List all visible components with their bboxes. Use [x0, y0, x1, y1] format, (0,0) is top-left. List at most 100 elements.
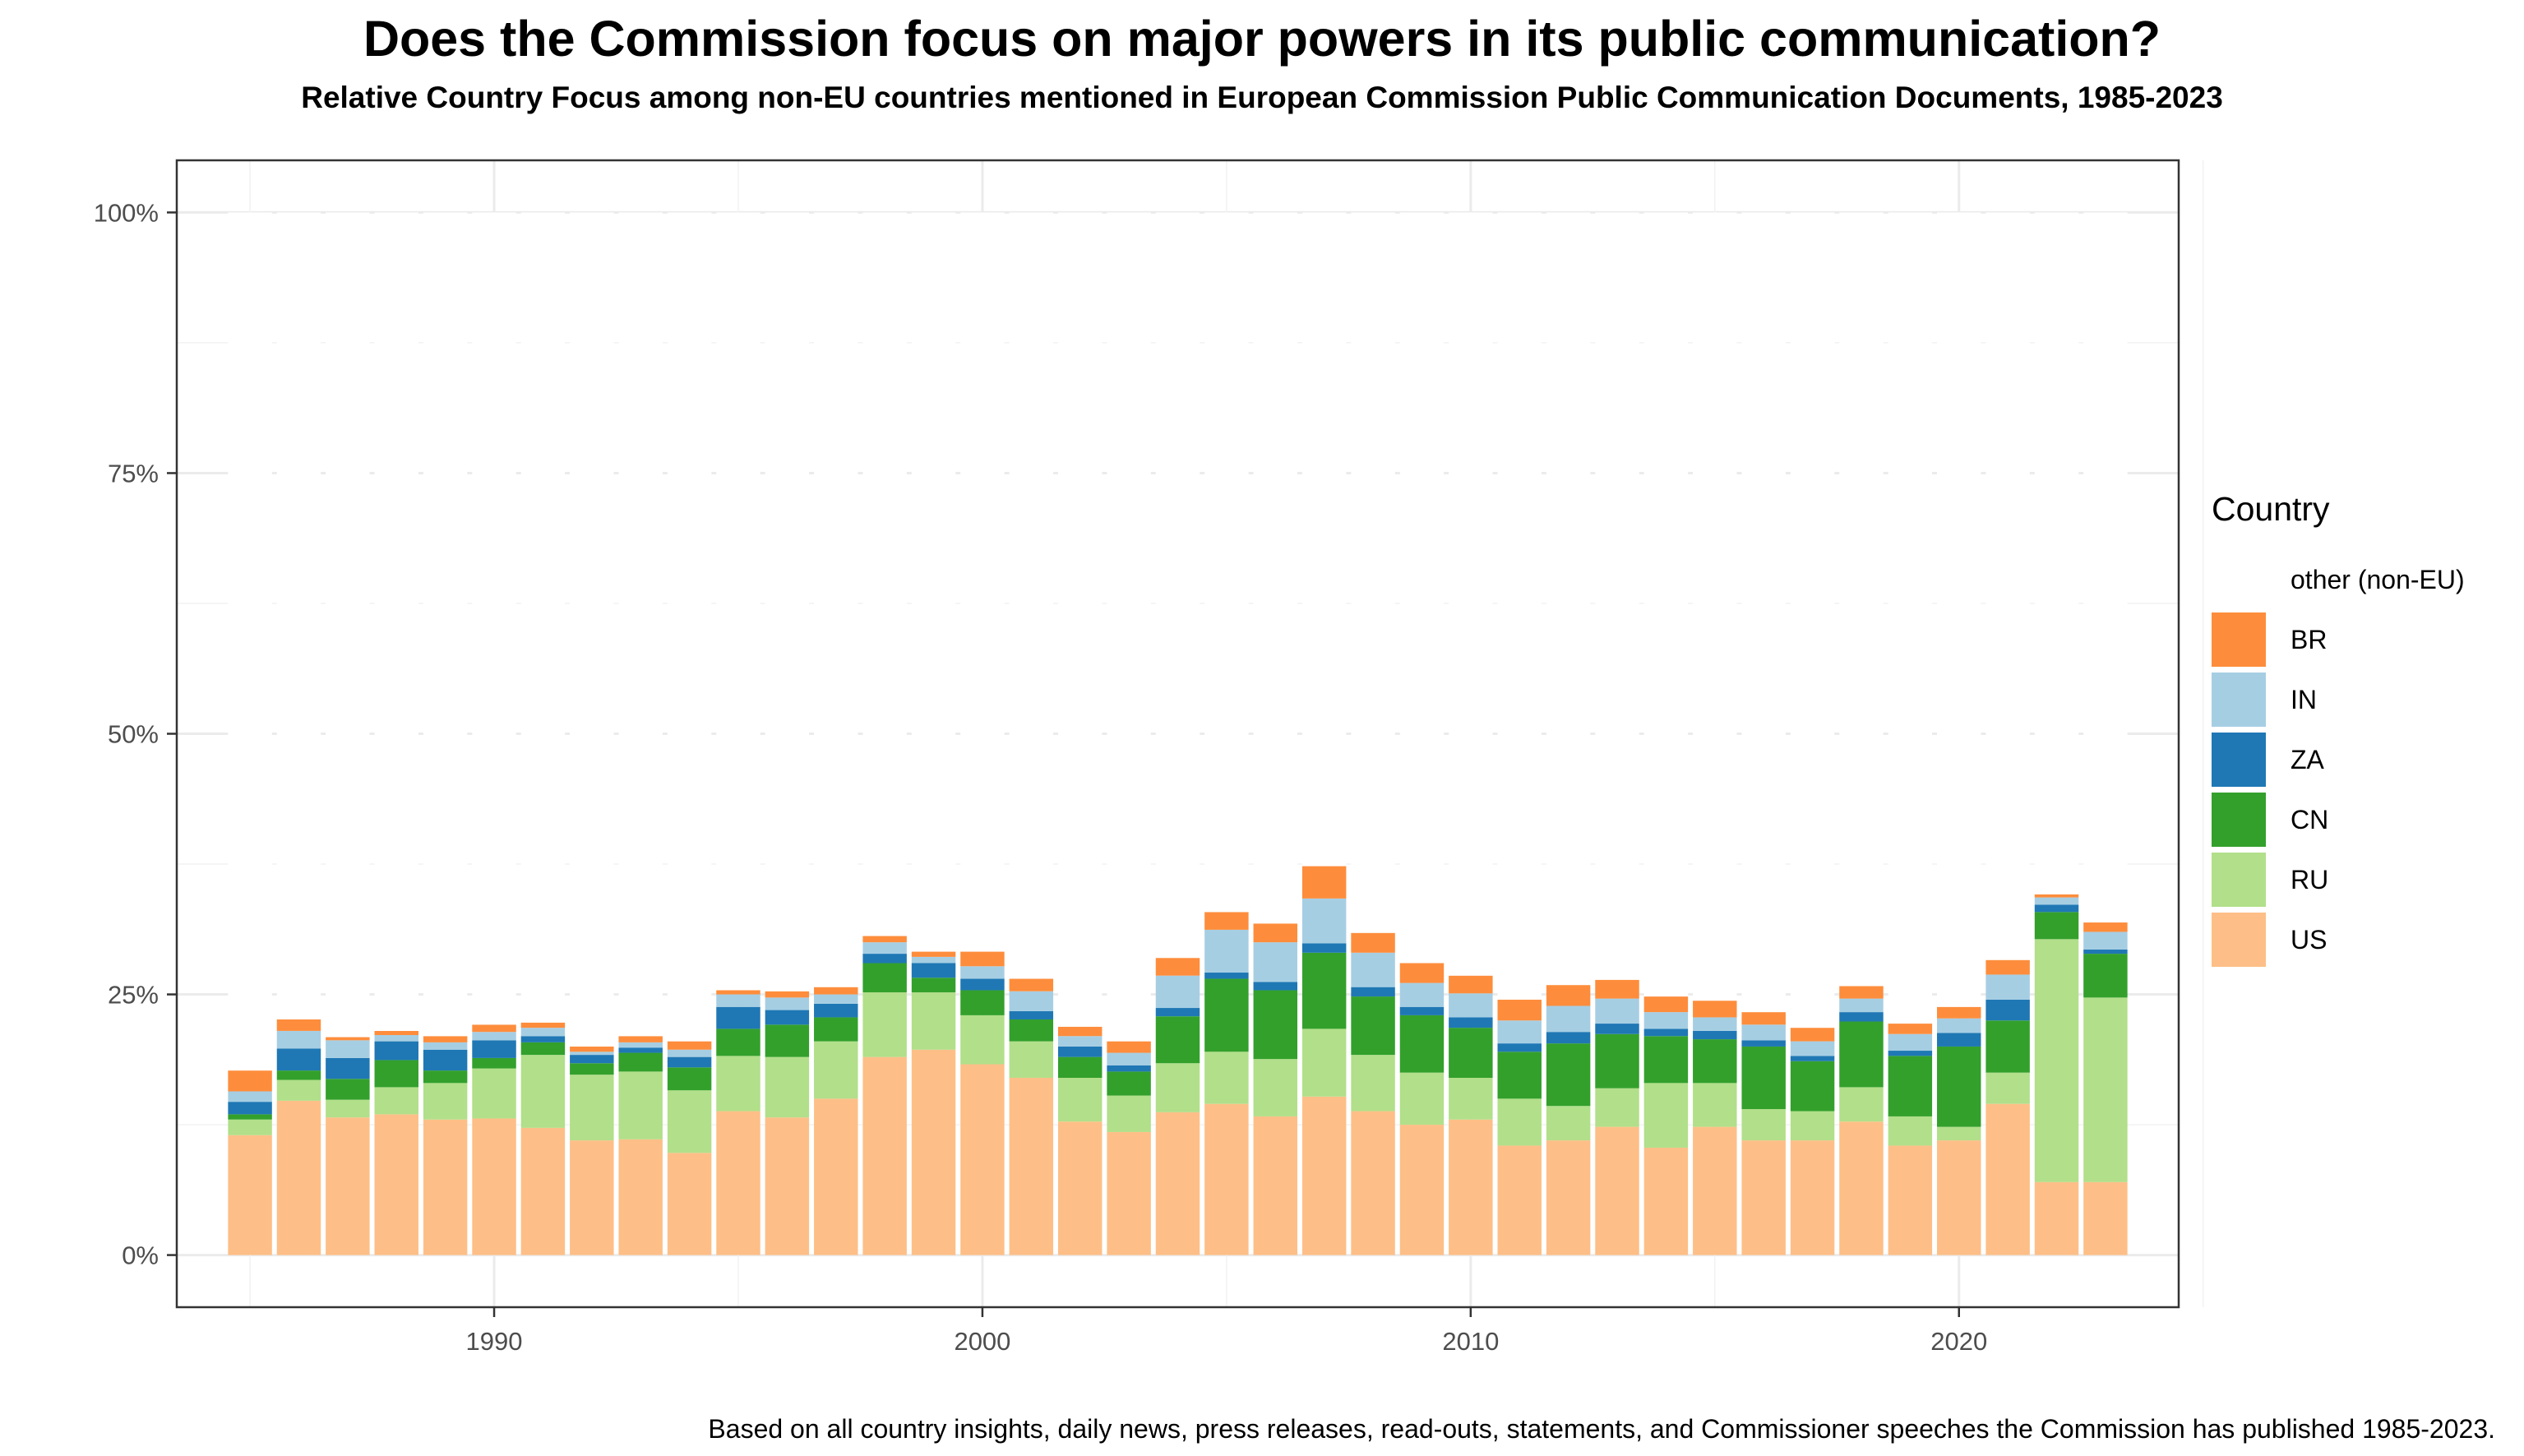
bar-other-1998: [862, 212, 907, 936]
bar-cn-2010: [1449, 1028, 1493, 1078]
bar-in-2017: [1790, 1041, 1835, 1056]
bar-us-2003: [1107, 1131, 1151, 1255]
bar-ru-2004: [1155, 1063, 1200, 1112]
bar-other-1992: [570, 212, 614, 1047]
bar-za-2013: [1595, 1024, 1639, 1034]
bar-br-1996: [765, 991, 810, 998]
bar-us-2008: [1351, 1111, 1395, 1255]
bar-in-2020: [1937, 1018, 1981, 1033]
legend-swatch: [2212, 552, 2266, 607]
legend-item-za: ZA: [2212, 733, 2324, 787]
bar-za-2007: [1301, 943, 1347, 953]
bar-other-1991: [520, 212, 566, 1023]
bar-ru-2014: [1643, 1083, 1689, 1148]
legend-swatch: [2212, 733, 2266, 787]
bar-ru-2011: [1497, 1098, 1542, 1146]
bar-za-2017: [1790, 1056, 1835, 1061]
legend-swatch: [2212, 612, 2266, 667]
bar-us-2011: [1497, 1145, 1542, 1255]
bar-us-2015: [1693, 1126, 1737, 1255]
bar-cn-1998: [862, 963, 907, 993]
bar-other-2011: [1497, 212, 1542, 1000]
bar-ru-2015: [1693, 1083, 1737, 1127]
bar-other-1989: [423, 212, 468, 1037]
bar-us-1986: [276, 1100, 321, 1255]
bar-other-2013: [1595, 212, 1639, 980]
bar-br-1986: [276, 1019, 321, 1031]
bar-in-1996: [765, 997, 810, 1010]
bar-ru-2006: [1253, 1059, 1298, 1116]
bar-other-2023: [2083, 212, 2128, 923]
bar-us-1994: [667, 1153, 712, 1255]
x-tick-label: 1990: [466, 1327, 523, 1356]
bar-cn-2012: [1546, 1043, 1591, 1107]
bar-us-2012: [1546, 1140, 1591, 1255]
bar-br-2020: [1937, 1006, 1981, 1019]
bar-other-1990: [472, 212, 516, 1025]
bar-za-2012: [1546, 1032, 1591, 1044]
bar-in-2009: [1399, 982, 1445, 1007]
bar-br-1987: [326, 1037, 370, 1041]
bar-us-2009: [1399, 1125, 1445, 1255]
bar-cn-2014: [1643, 1036, 1689, 1084]
bar-ru-2005: [1204, 1052, 1249, 1104]
bar-us-2013: [1595, 1126, 1639, 1255]
bar-other-2004: [1155, 212, 1200, 959]
bar-za-2010: [1449, 1017, 1493, 1028]
bar-us-2020: [1937, 1140, 1981, 1255]
bar-br-2017: [1790, 1028, 1835, 1042]
bar-in-2001: [1009, 991, 1054, 1011]
bar-other-2015: [1693, 212, 1737, 1001]
bar-cn-2000: [960, 990, 1005, 1015]
bar-us-2018: [1839, 1121, 1884, 1255]
bar-br-1997: [814, 987, 858, 995]
bar-cn-1985: [228, 1114, 272, 1120]
bar-us-2002: [1057, 1121, 1103, 1255]
bar-br-1999: [911, 951, 956, 957]
bar-in-2003: [1107, 1052, 1151, 1065]
bar-br-2008: [1351, 932, 1395, 953]
bar-ru-2000: [960, 1015, 1005, 1065]
bar-cn-2006: [1253, 990, 1298, 1060]
bar-cn-2011: [1497, 1052, 1542, 1099]
bar-za-2009: [1399, 1006, 1445, 1015]
bar-br-2019: [1888, 1024, 1933, 1034]
bar-br-2013: [1595, 979, 1639, 999]
bar-ru-2023: [2083, 997, 2128, 1182]
bar-br-2023: [2083, 922, 2128, 932]
bar-za-1989: [423, 1049, 468, 1071]
bar-other-1995: [716, 212, 760, 991]
x-tick-label: 2010: [1442, 1327, 1499, 1356]
bar-za-1997: [814, 1003, 858, 1018]
legend-label: BR: [2291, 624, 2328, 654]
bar-other-2006: [1253, 212, 1298, 924]
y-tick-label: 0%: [122, 1241, 159, 1270]
bar-cn-1990: [472, 1057, 516, 1069]
bar-br-2003: [1107, 1041, 1151, 1053]
bar-br-2001: [1009, 978, 1054, 991]
bar-ru-2007: [1301, 1028, 1347, 1097]
bar-br-2018: [1839, 986, 1884, 999]
bar-za-2020: [1937, 1033, 1981, 1047]
bar-other-2018: [1839, 212, 1884, 987]
bar-za-2003: [1107, 1065, 1151, 1072]
bar-br-2000: [960, 951, 1005, 967]
bar-us-1997: [814, 1098, 858, 1255]
bar-in-2018: [1839, 998, 1884, 1013]
bar-za-1991: [520, 1036, 566, 1042]
bar-ru-1987: [326, 1099, 370, 1118]
bar-other-2008: [1351, 212, 1395, 933]
bar-ru-2018: [1839, 1087, 1884, 1122]
bar-in-2007: [1301, 898, 1347, 944]
bar-za-2015: [1693, 1030, 1737, 1040]
bar-us-2019: [1888, 1145, 1933, 1255]
bar-cn-1996: [765, 1024, 810, 1057]
bar-cn-2019: [1888, 1056, 1933, 1116]
y-tick-label: 75%: [108, 459, 159, 488]
bar-br-1989: [423, 1036, 468, 1042]
bar-ru-2012: [1546, 1106, 1591, 1141]
bar-us-2005: [1204, 1103, 1249, 1255]
bar-in-2013: [1595, 998, 1639, 1024]
bar-other-2000: [960, 212, 1005, 952]
bar-other-2002: [1057, 212, 1103, 1027]
